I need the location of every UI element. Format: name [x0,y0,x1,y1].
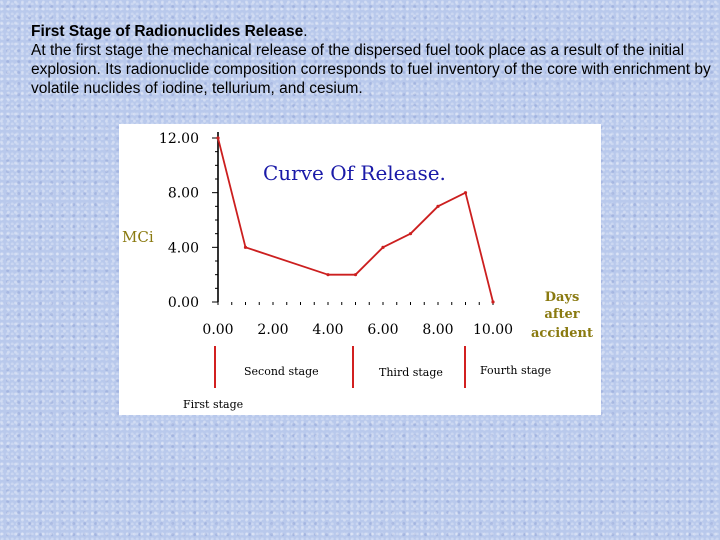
x-tick-label: 4.00 [312,322,343,338]
x-tick-label: 0.00 [202,322,233,338]
stage-label: Third stage [379,366,443,379]
data-point [243,245,248,249]
stage-label: First stage [183,398,243,411]
x-tick-label: 6.00 [367,322,398,338]
chart-panel: Curve Of Release. MCi Days after acciden… [119,124,601,415]
x-axis-label-line-3: accident [531,326,593,341]
data-point [463,191,468,195]
y-tick-label: 0.00 [168,295,199,311]
x-tick-label: 10.00 [473,322,513,338]
release-curve-chart: Curve Of Release. MCi Days after acciden… [122,131,593,411]
slide-title-period: . [303,23,308,40]
data-point [353,273,358,277]
data-point [436,204,440,208]
x-axis-label-line-1: Days [545,290,580,305]
data-point [326,273,330,277]
data-point [381,245,385,249]
data-point [408,232,413,236]
slide-body: At the first stage the mechanical releas… [31,42,711,97]
x-axis-label-line-2: after [544,307,579,322]
chart-title: Curve Of Release. [263,161,446,185]
slide-title: First Stage of Radionuclides Release [31,23,304,40]
slide-text: First Stage of Radionuclides Release. At… [31,22,717,98]
y-tick-label: 4.00 [168,240,199,256]
x-tick-label: 2.00 [257,322,288,338]
data-point [491,300,495,304]
data-point [216,136,220,140]
x-tick-label: 8.00 [422,322,453,338]
y-axis-label: MCi [122,228,154,246]
stage-label: Fourth stage [480,364,551,377]
y-tick-label: 12.00 [159,131,199,147]
y-tick-label: 8.00 [168,186,199,202]
stage-label: Second stage [244,365,319,378]
